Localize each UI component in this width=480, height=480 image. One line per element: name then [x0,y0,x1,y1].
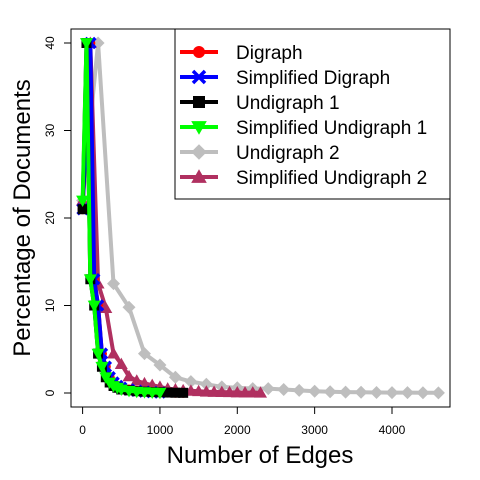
data-point [277,383,291,396]
legend-item: Simplified Digraph [180,68,390,89]
data-point [122,369,136,382]
legend-item: Simplified Undigraph 1 [180,118,427,139]
legend-label: Simplified Digraph [236,68,390,89]
data-point [162,387,173,398]
series-undigraph-2 [76,36,445,400]
legend-item: Digraph [180,43,303,64]
data-point [323,385,337,399]
plot-series [76,36,445,400]
data-point [153,358,167,372]
data-point [339,385,353,399]
legend-label: Undigraph 2 [236,143,340,164]
legend-marker [193,46,205,58]
legend-label: Undigraph 1 [236,93,340,114]
data-point [400,386,414,400]
data-point [168,370,182,384]
data-point [354,385,368,399]
x-tick-label: 4000 [379,423,406,437]
legend-marker [191,144,207,160]
data-point [292,383,306,397]
legend-item: Undigraph 2 [180,143,340,164]
data-point [370,385,384,399]
legend-label: Digraph [236,43,303,64]
legend-marker [193,96,205,108]
y-tick-label: 40 [43,36,57,50]
data-point [416,386,430,400]
data-point [137,347,151,361]
x-axis-label: Number of Edges [167,442,354,469]
data-point [77,204,88,215]
data-point [107,277,121,291]
y-tick-label: 0 [43,389,57,396]
data-point [184,375,198,389]
legend-item: Simplified Undigraph 2 [180,168,427,189]
data-point [153,387,167,400]
data-point [261,382,275,396]
y-axis: 0 10 20 30 40 [43,36,72,396]
legend-marker [191,121,207,135]
data-point [79,38,93,50]
series-simplified-undigraph-1 [76,38,167,400]
x-axis: 0 1000 2000 3000 4000 [79,406,406,437]
data-point [95,361,109,374]
data-point [76,195,90,207]
x-tick-label: 2000 [224,423,251,437]
data-point [130,374,144,386]
data-point [431,386,445,400]
data-point [114,357,128,369]
y-tick-label: 10 [43,299,57,313]
x-tick-label: 0 [79,423,86,437]
legend-marker [191,169,207,183]
legend-marker [191,69,207,85]
legend: Digraph Simplified Digraph Undigraph 1 Simp… [174,28,451,200]
legend-item: Undigraph 1 [180,93,340,114]
legend-box [174,28,451,200]
legend-label: Simplified Undigraph 1 [236,118,427,139]
data-point [87,300,101,312]
data-point [170,387,181,398]
y-axis-label: Percentage of Documents [9,79,36,357]
data-point [122,300,136,314]
data-point [91,348,105,361]
y-tick-label: 30 [43,124,57,138]
y-tick-label: 20 [43,211,57,225]
data-point [308,384,322,398]
data-point [178,387,189,398]
legend-label: Simplified Undigraph 2 [236,168,427,189]
data-point [199,377,213,391]
x-tick-label: 1000 [147,423,174,437]
data-point [83,274,97,286]
x-tick-label: 3000 [301,423,328,437]
data-point [107,347,121,359]
data-point [385,386,399,400]
data-point [254,386,267,398]
